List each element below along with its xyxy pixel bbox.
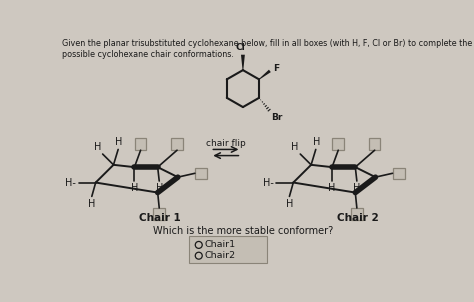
- Bar: [393, 168, 404, 179]
- Text: F: F: [273, 64, 279, 73]
- Bar: [190, 236, 267, 263]
- Text: Chair2: Chair2: [205, 251, 236, 260]
- Text: Chair 2: Chair 2: [337, 213, 379, 223]
- Text: H: H: [286, 199, 293, 209]
- Text: Cl: Cl: [236, 43, 246, 53]
- Text: H: H: [115, 137, 123, 147]
- Text: Given the planar trisubstituted cyclohexane below, fill in all boxes (with H, F,: Given the planar trisubstituted cyclohex…: [62, 39, 474, 59]
- Bar: [154, 208, 165, 220]
- Bar: [369, 138, 381, 150]
- Bar: [135, 138, 146, 150]
- Polygon shape: [241, 55, 245, 70]
- Polygon shape: [259, 70, 271, 80]
- Bar: [195, 168, 207, 179]
- Text: H: H: [94, 142, 101, 152]
- Text: Which is the more stable conformer?: Which is the more stable conformer?: [153, 226, 333, 236]
- Text: H: H: [353, 183, 361, 193]
- Bar: [332, 138, 344, 150]
- Bar: [171, 138, 183, 150]
- Text: H: H: [328, 183, 336, 193]
- Text: H: H: [88, 199, 95, 209]
- Text: Chair 1: Chair 1: [139, 213, 181, 223]
- Text: Br: Br: [272, 113, 283, 122]
- Text: chair flip: chair flip: [206, 139, 246, 148]
- Text: H: H: [131, 183, 138, 193]
- Text: H-: H-: [65, 178, 76, 188]
- Text: H: H: [313, 137, 320, 147]
- Bar: [351, 208, 363, 220]
- Text: H: H: [155, 183, 163, 193]
- Text: Chair1: Chair1: [205, 240, 236, 249]
- Text: H: H: [292, 142, 299, 152]
- Text: H-: H-: [263, 178, 274, 188]
